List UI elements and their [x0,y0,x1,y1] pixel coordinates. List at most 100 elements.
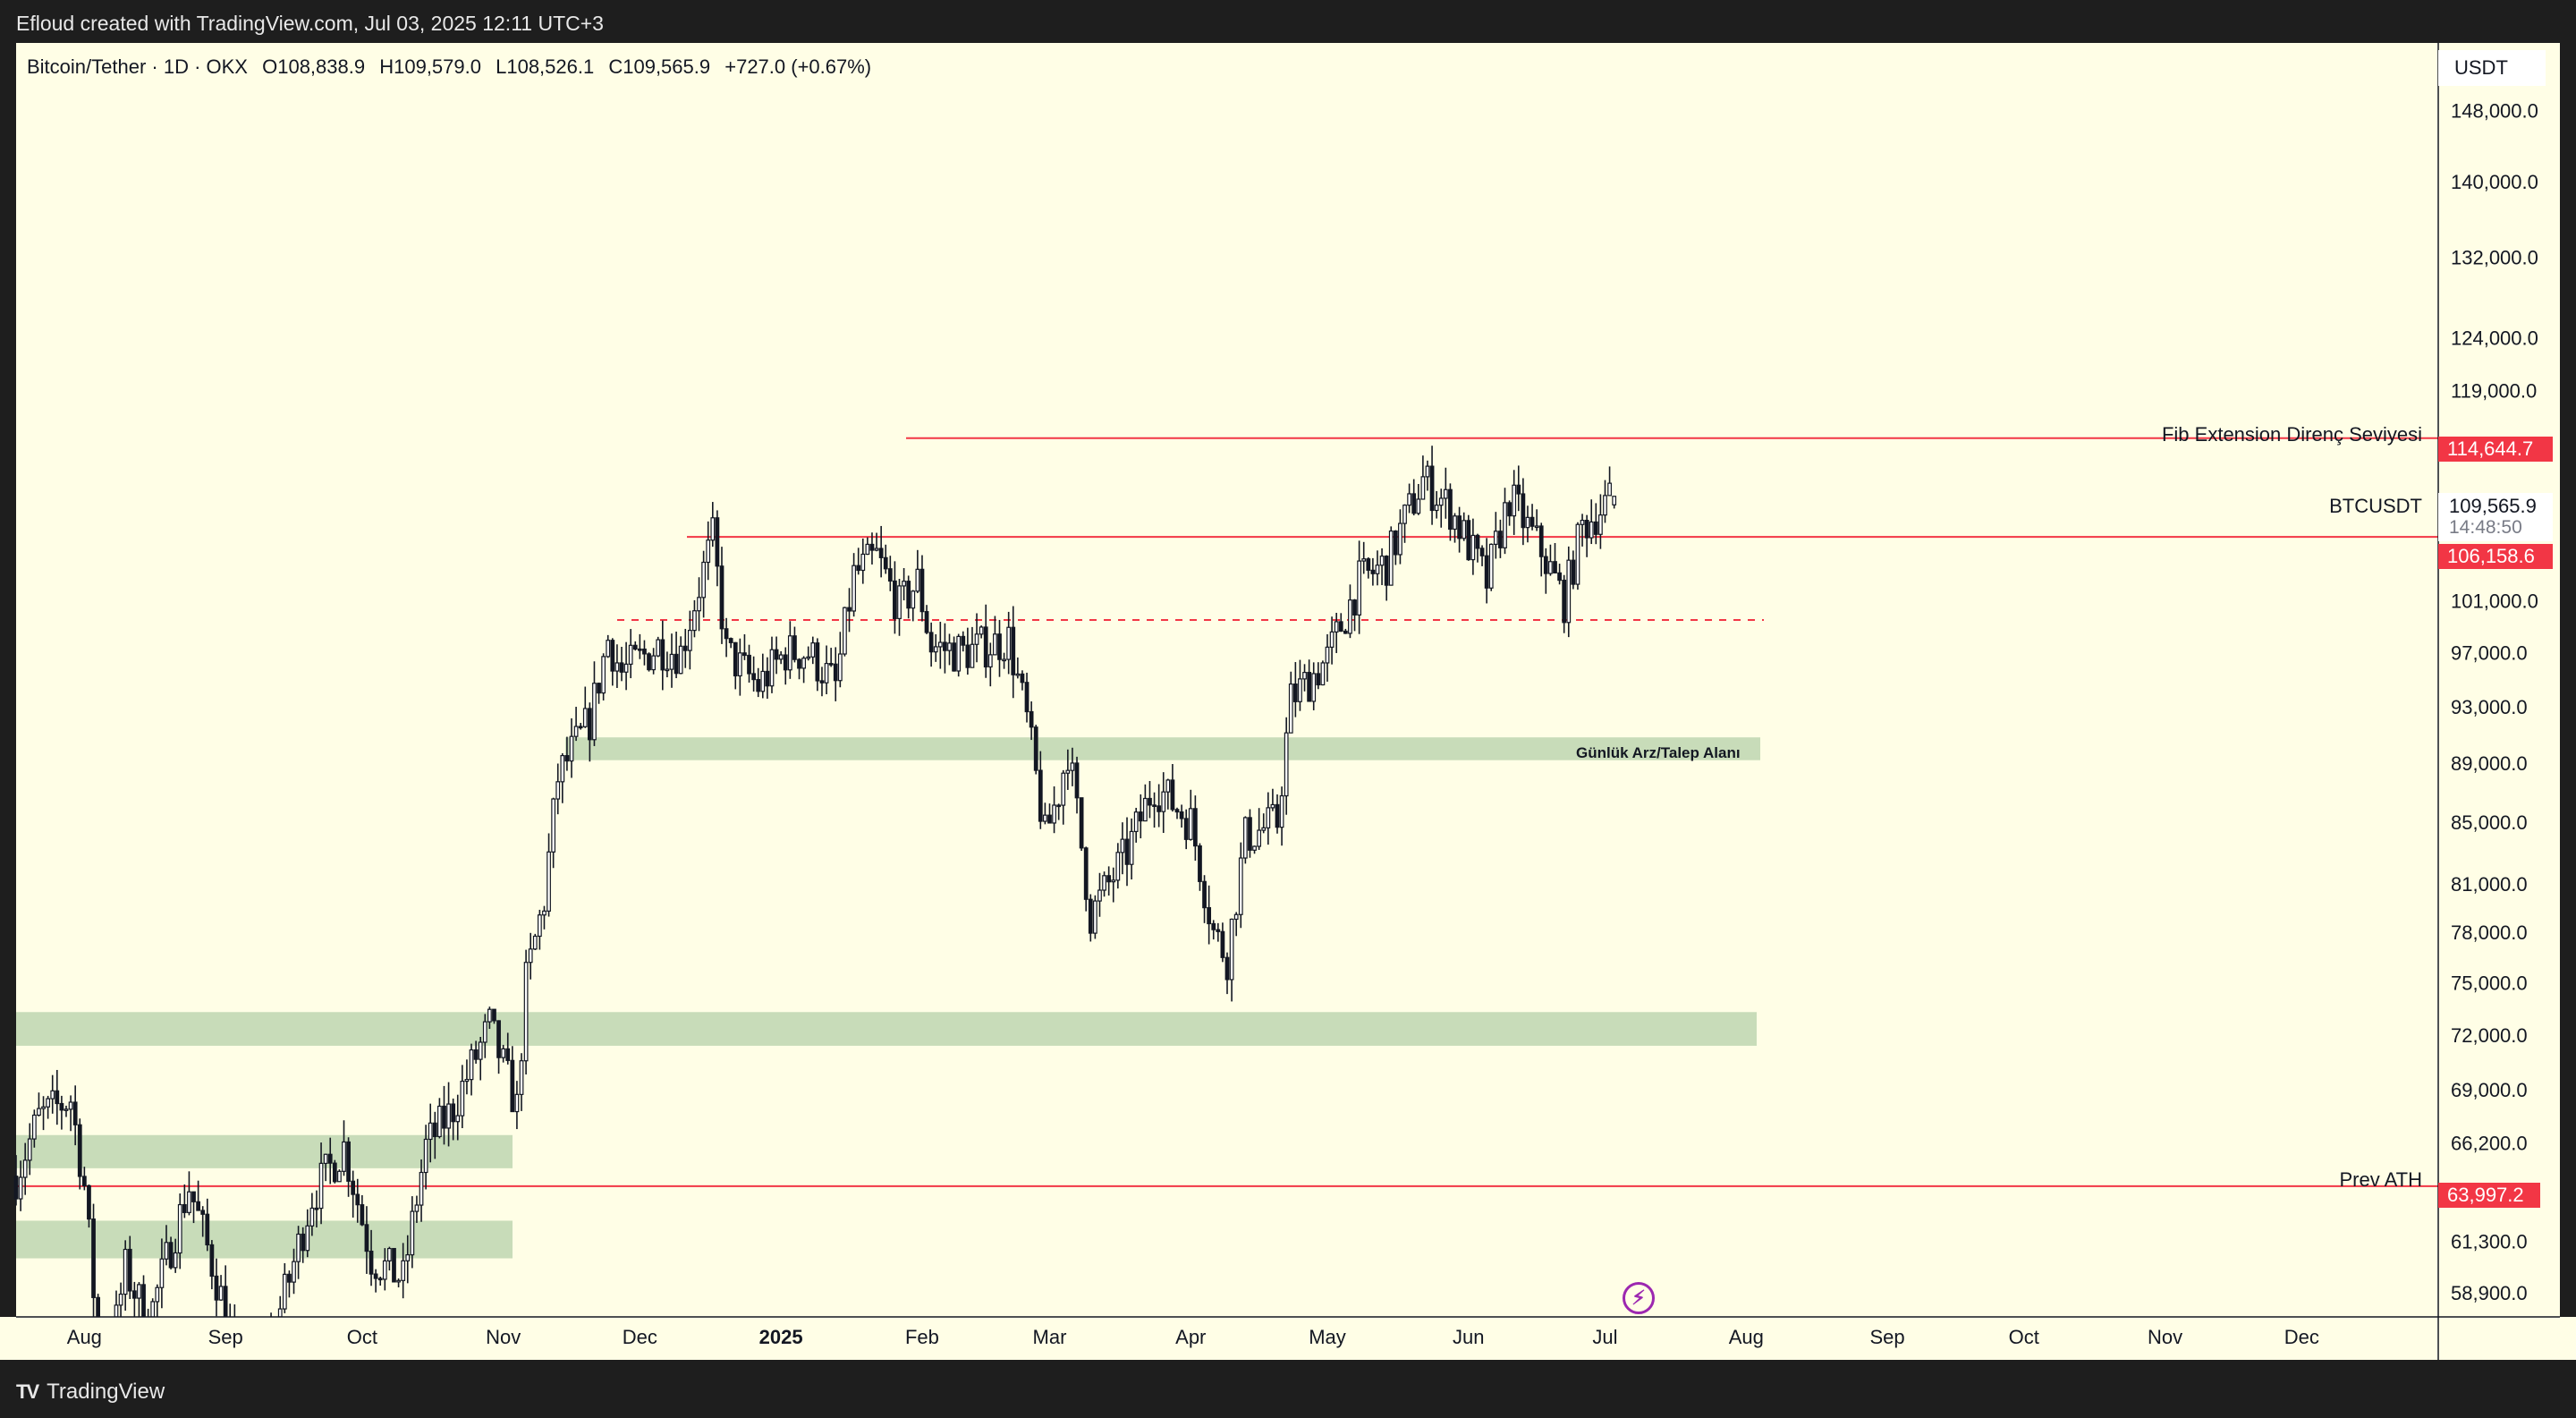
candle-body [1179,811,1184,819]
candle-body [118,1293,123,1306]
candle [623,641,629,691]
candle [277,1295,283,1318]
candle-body [828,663,834,666]
candle-body [733,641,738,677]
candle-body [965,644,970,668]
candle [387,1246,392,1271]
candle-body [906,581,911,609]
candle [1534,509,1539,531]
y-tick-label: 148,000.0 [2451,100,2538,123]
candle [1115,843,1121,889]
candle-body [396,1279,401,1283]
candle [1074,756,1080,814]
candle-body [1129,830,1134,865]
candle [1402,504,1407,543]
candle [1338,613,1343,633]
candle-body [505,1048,511,1061]
candle [168,1236,174,1269]
candle-body [309,1207,315,1227]
candle [1275,794,1280,834]
candle [806,646,811,661]
y-tick-label: 119,000.0 [2451,379,2537,402]
candle-body [715,517,720,567]
candle-body [123,1248,128,1295]
y-tick-label: 140,000.0 [2451,171,2538,193]
candle [1598,494,1603,549]
candle-body [1575,523,1580,585]
candle-body [514,1093,520,1113]
candle-body [1102,875,1106,891]
candle [492,1008,496,1024]
candle-body [223,1286,228,1318]
candle [1479,545,1485,566]
candle-body [537,914,542,938]
y-tick-label: 81,000.0 [2451,873,2528,896]
candle [810,636,816,665]
candle [1043,802,1047,825]
candle [1589,499,1594,545]
candle-body [1183,818,1189,840]
candle-body [1448,488,1453,531]
lightning-icon[interactable]: ⚡︎ [1623,1282,1655,1314]
candle-body [37,1108,41,1117]
candle [1174,807,1180,819]
candle-body [1384,556,1389,586]
candle-body [837,653,843,682]
candle-body [961,635,966,646]
y-tick-label: 89,000.0 [2451,752,2528,775]
candle-body [478,1041,483,1060]
candle-body [1284,732,1289,797]
candle [1593,503,1598,545]
candle-body [96,1296,101,1318]
candle [77,1118,82,1190]
current-symbol-label: BTCUSDT [2329,495,2422,517]
brand[interactable]: TV TradingView [16,1380,165,1405]
candle [510,1046,515,1113]
candle-body [902,581,906,587]
candle [651,648,657,675]
candle [869,532,875,565]
candle [123,1240,128,1311]
candle [314,1190,319,1227]
candle-body [1266,807,1271,828]
candle-body [1407,493,1411,506]
candle-body [1238,857,1243,915]
candle-body [924,611,929,633]
candle [1311,662,1317,710]
candle [665,651,670,678]
symbol-label[interactable]: Bitcoin/Tether · 1D · OKX [27,55,248,78]
candle [332,1159,337,1184]
candle-body [1248,817,1252,851]
candle-body [127,1248,132,1292]
candle [787,621,792,679]
candle-body [1607,482,1612,497]
candle-body [410,1210,415,1256]
candle [582,686,588,728]
x-tick-label: May [1309,1326,1346,1348]
candle-body [351,1180,356,1195]
candle [728,637,733,649]
candle-body [1002,658,1006,662]
candle-body [1521,493,1526,529]
candle [1142,784,1148,822]
candle [1375,550,1380,586]
candle-body [1292,684,1298,702]
candle [187,1171,191,1216]
candle-body [68,1101,73,1110]
currency-selector[interactable]: USDT [2438,50,2546,86]
candle [906,575,911,619]
candle-body [1252,845,1257,851]
candle-body [1589,521,1594,539]
candle-body [1584,520,1589,539]
candle [1029,701,1034,741]
candle-body [1475,534,1480,549]
candle [1238,842,1243,929]
candle-body [50,1090,55,1100]
y-tick-label: 101,000.0 [2451,590,2538,613]
candle-body [1553,561,1557,573]
candle [482,1014,487,1058]
candle-body [164,1242,169,1260]
candle-body [55,1090,60,1105]
candle [1416,484,1421,515]
